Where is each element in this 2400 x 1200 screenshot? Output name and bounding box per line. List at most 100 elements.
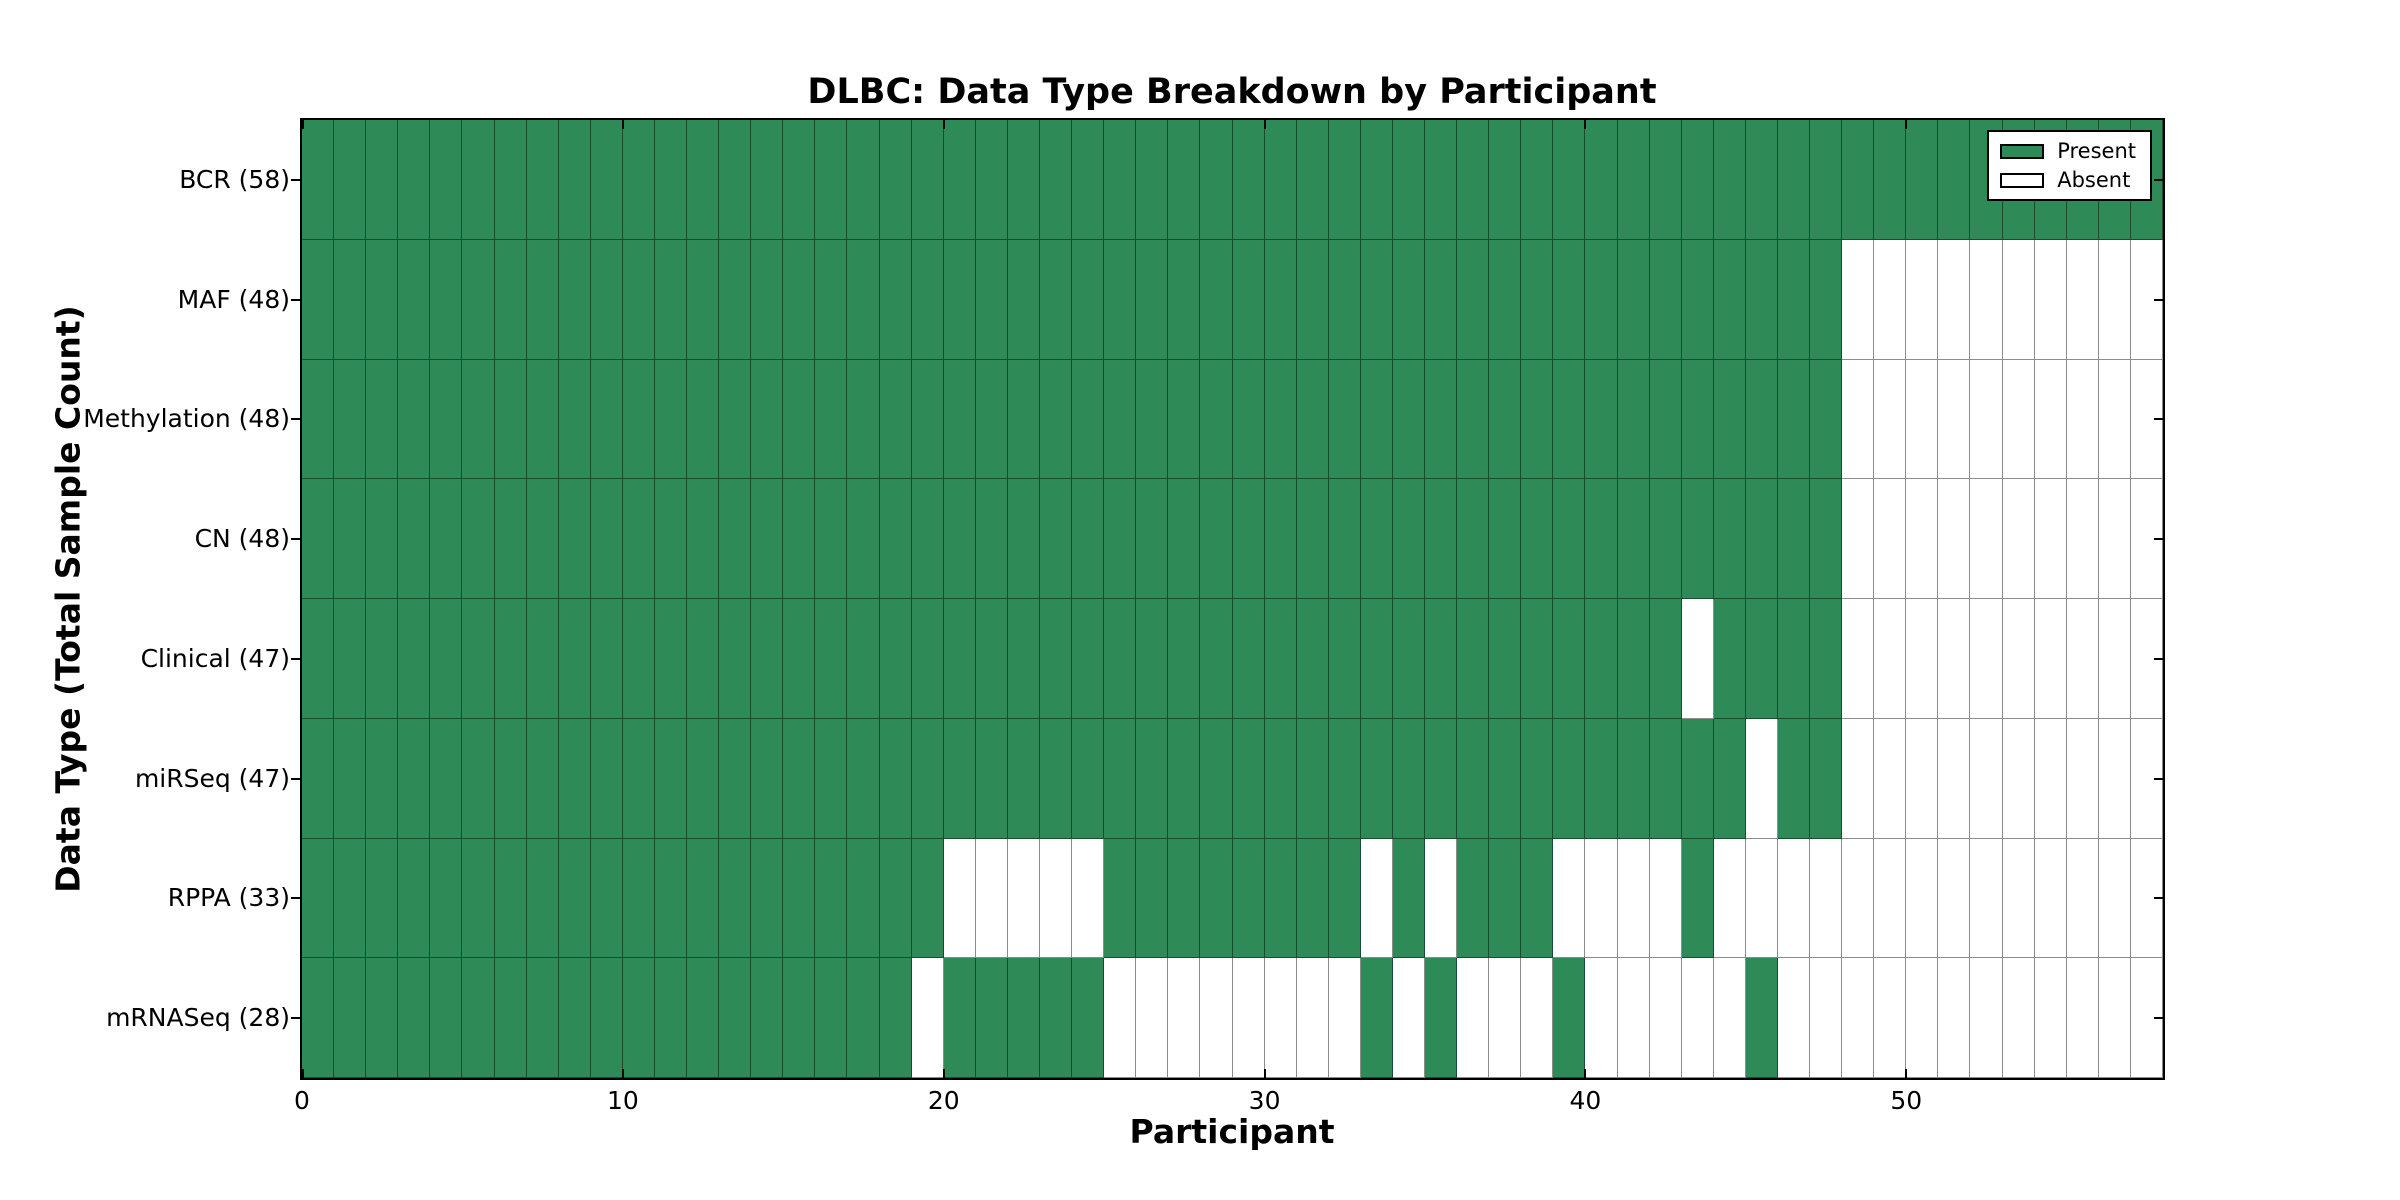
cell-RPPA-p20-absent: [943, 838, 976, 959]
cell-CN-p54-absent: [2034, 479, 2067, 599]
cell-Methylation-p29-present: [1232, 359, 1265, 480]
cell-Methylation-p39-present: [1553, 359, 1586, 480]
cell-RPPA-p47-absent: [1810, 838, 1843, 959]
cell-mRNASeq-p21-present: [975, 958, 1008, 1078]
cell-Methylation-p8-present: [558, 359, 591, 480]
cell-miRSeq-p2-present: [366, 718, 399, 839]
cell-Methylation-p9-present: [590, 359, 623, 480]
cell-Clinical-p51-absent: [1938, 599, 1971, 719]
cell-Methylation-p6-present: [494, 359, 527, 480]
cell-MAF-p18-present: [879, 239, 912, 360]
y-tick-right-RPPA: [2154, 897, 2163, 900]
cell-miRSeq-p40-present: [1585, 718, 1618, 839]
cell-CN-p49-absent: [1874, 479, 1907, 599]
cell-Clinical-p5-present: [462, 599, 495, 719]
cell-mRNASeq-p23-present: [1039, 958, 1073, 1078]
cell-mRNASeq-p5-present: [462, 958, 495, 1078]
cell-RPPA-p29-present: [1232, 838, 1265, 959]
cell-RPPA-p48-absent: [1842, 838, 1875, 959]
cell-MAF-p53-absent: [2002, 239, 2035, 360]
cell-BCR-p2-present: [366, 120, 399, 240]
cell-mRNASeq-p52-absent: [1970, 958, 2003, 1078]
cell-Clinical-p30-present: [1264, 599, 1297, 719]
cell-Methylation-p20-present: [943, 359, 976, 480]
cell-CN-p15-present: [783, 479, 816, 599]
cell-BCR-p48-present: [1842, 120, 1875, 240]
cell-Clinical-p42-present: [1649, 599, 1682, 719]
cell-RPPA-p46-absent: [1777, 838, 1811, 959]
cell-miRSeq-p54-absent: [2034, 718, 2067, 839]
cell-mRNASeq-p38-absent: [1521, 958, 1554, 1078]
cell-Methylation-p12-present: [687, 359, 720, 480]
cell-RPPA-p28-present: [1200, 838, 1233, 959]
cell-BCR-p42-present: [1649, 120, 1682, 240]
cell-mRNASeq-p56-absent: [2098, 958, 2131, 1078]
cell-MAF-p9-present: [590, 239, 623, 360]
cell-Clinical-p19-present: [911, 599, 944, 719]
cell-CN-p34-present: [1392, 479, 1426, 599]
cell-RPPA-p17-present: [847, 838, 880, 959]
cell-Clinical-p25-present: [1104, 599, 1137, 719]
cell-mRNASeq-p45-present: [1745, 958, 1778, 1078]
cell-CN-p23-present: [1039, 479, 1073, 599]
cell-miRSeq-p11-present: [654, 718, 688, 839]
cell-CN-p45-present: [1745, 479, 1778, 599]
cell-miRSeq-p49-absent: [1874, 718, 1907, 839]
cell-Methylation-p40-present: [1585, 359, 1618, 480]
cell-BCR-p14-present: [751, 120, 784, 240]
cell-MAF-p21-present: [975, 239, 1008, 360]
cell-Clinical-p23-present: [1039, 599, 1073, 719]
cell-Methylation-p32-present: [1328, 359, 1361, 480]
cell-MAF-p20-present: [943, 239, 976, 360]
cell-miRSeq-p38-present: [1521, 718, 1554, 839]
y-tick-right-mRNASeq: [2154, 1017, 2163, 1020]
cell-Methylation-p30-present: [1264, 359, 1297, 480]
cell-Methylation-p45-present: [1745, 359, 1778, 480]
cell-RPPA-p36-present: [1457, 838, 1490, 959]
cell-Methylation-p34-present: [1392, 359, 1426, 480]
cell-miRSeq-p19-present: [911, 718, 944, 839]
y-tick-left-BCR: [291, 178, 300, 181]
cell-BCR-p1-present: [334, 120, 367, 240]
y-tick-right-BCR: [2154, 178, 2163, 181]
cell-Clinical-p36-present: [1457, 599, 1490, 719]
cell-CN-p14-present: [751, 479, 784, 599]
cell-MAF-p15-present: [783, 239, 816, 360]
cell-BCR-p32-present: [1328, 120, 1361, 240]
cell-RPPA-p21-absent: [975, 838, 1008, 959]
y-tick-right-miRSeq: [2154, 777, 2163, 780]
cell-miRSeq-p5-present: [462, 718, 495, 839]
cell-CN-p12-present: [687, 479, 720, 599]
cell-miRSeq-p23-present: [1039, 718, 1073, 839]
cell-Clinical-p17-present: [847, 599, 880, 719]
cell-Clinical-p13-present: [719, 599, 752, 719]
cell-Clinical-p3-present: [398, 599, 431, 719]
cell-BCR-p5-present: [462, 120, 495, 240]
cell-mRNASeq-p49-absent: [1874, 958, 1907, 1078]
cell-mRNASeq-p17-present: [847, 958, 880, 1078]
cell-Methylation-p48-absent: [1842, 359, 1875, 480]
cell-CN-p6-present: [494, 479, 527, 599]
cell-miRSeq-p9-present: [590, 718, 623, 839]
cell-Clinical-p27-present: [1168, 599, 1201, 719]
cell-CN-p5-present: [462, 479, 495, 599]
cell-CN-p32-present: [1328, 479, 1361, 599]
cell-RPPA-p7-present: [526, 838, 559, 959]
cell-MAF-p10-present: [622, 239, 655, 360]
cell-mRNASeq-p27-absent: [1168, 958, 1201, 1078]
cell-mRNASeq-p8-present: [558, 958, 591, 1078]
cell-mRNASeq-p50-absent: [1906, 958, 1939, 1078]
cell-Methylation-p49-absent: [1874, 359, 1907, 480]
cell-BCR-p12-present: [687, 120, 720, 240]
cell-BCR-p3-present: [398, 120, 431, 240]
cell-CN-p55-absent: [2066, 479, 2099, 599]
cell-miRSeq-p10-present: [622, 718, 655, 839]
cell-miRSeq-p14-present: [751, 718, 784, 839]
cell-CN-p40-present: [1585, 479, 1618, 599]
y-tick-left-RPPA: [291, 897, 300, 900]
cell-Clinical-p10-present: [622, 599, 655, 719]
cell-MAF-p47-present: [1810, 239, 1843, 360]
cell-RPPA-p25-present: [1104, 838, 1137, 959]
cell-Methylation-p56-absent: [2098, 359, 2131, 480]
cell-MAF-p5-present: [462, 239, 495, 360]
